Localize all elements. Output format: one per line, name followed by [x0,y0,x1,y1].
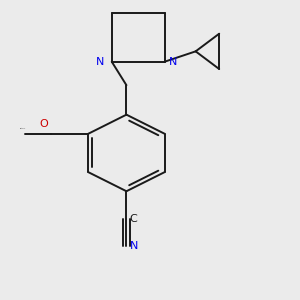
Text: N: N [129,241,138,251]
Text: C: C [129,214,137,224]
Text: methoxy: methoxy [20,128,26,129]
Text: O: O [40,119,48,129]
Text: N: N [169,57,178,67]
Text: N: N [96,57,104,67]
